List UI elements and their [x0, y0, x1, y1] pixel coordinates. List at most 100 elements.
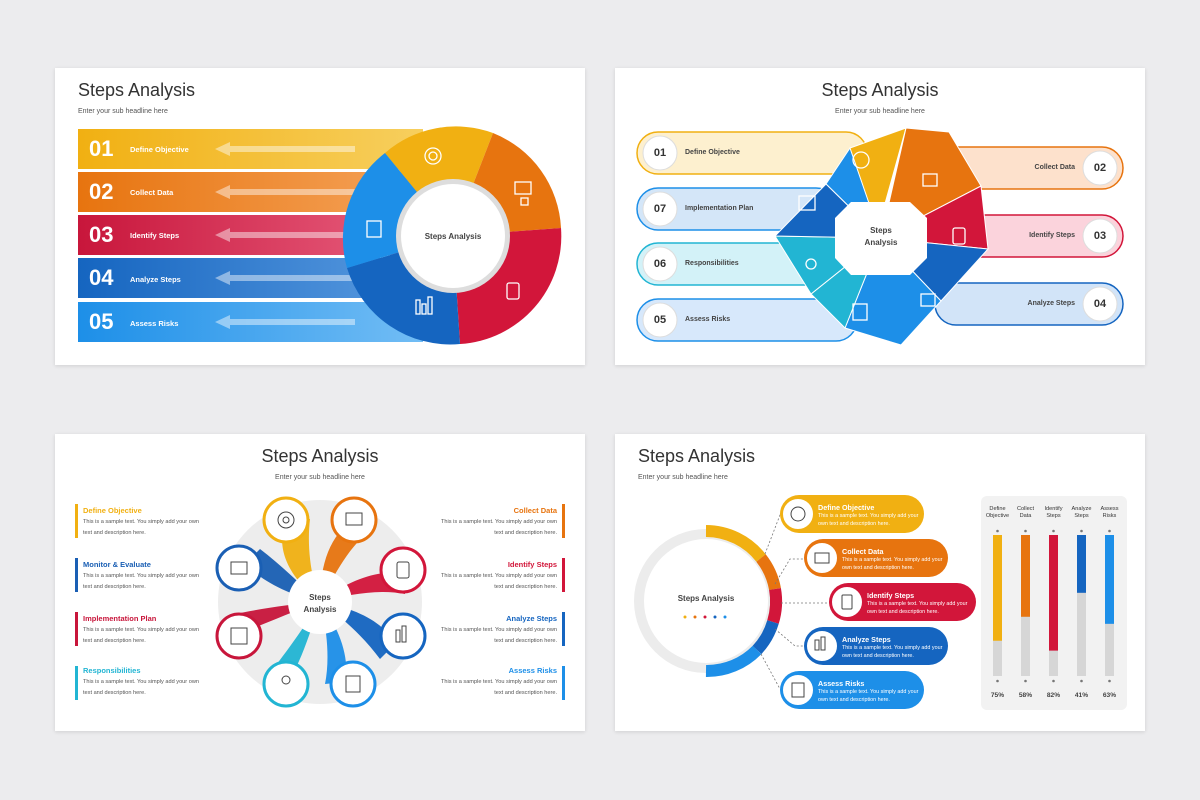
bubble-title: Assess Risks [818, 679, 865, 688]
center-label-line-2: Analysis [303, 605, 337, 614]
slide-title: Steps Analysis [821, 80, 939, 100]
slide-subtitle: Enter your sub headline here [78, 108, 168, 115]
side-item-title: Monitor & Evaluate [83, 560, 151, 569]
bar-end-dot [1052, 529, 1055, 533]
bar-category-label: Analyze Steps [1071, 506, 1092, 519]
bar-end-dot [996, 679, 999, 683]
bar [1105, 535, 1114, 624]
bar-chart-bars [993, 529, 1114, 683]
step-label: Collect Data [1034, 164, 1075, 171]
step-label: Collect Data [130, 188, 174, 197]
bubble-text: This is a sample text. You simply add yo… [867, 601, 968, 615]
center-label: Steps Analysis [424, 232, 482, 241]
swirl-diagram [75, 496, 565, 708]
side-item-text: This is a sample text. You simply add yo… [83, 519, 199, 536]
step-number: 01 [89, 136, 114, 161]
step-number: 05 [653, 314, 667, 326]
side-item-text: This is a sample text. You simply add yo… [441, 573, 557, 590]
octagon-diagram [636, 127, 1124, 346]
side-item-title: Identify Steps [507, 560, 557, 569]
step-number: 01 [653, 147, 667, 159]
side-item-text: This is a sample text. You simply add yo… [441, 627, 557, 644]
center-label: Steps Analysis [677, 594, 735, 603]
bar-end-dot [1052, 679, 1055, 683]
bar-category-label: Assess Risks [1100, 506, 1119, 519]
slide-title: Steps Analysis [261, 446, 379, 466]
step-label: Identify Steps [130, 231, 180, 240]
ring-bubbles-diagram [634, 495, 1127, 710]
step-number: 03 [1093, 230, 1107, 242]
bar-end-dot [1080, 529, 1083, 533]
bubble-text: This is a sample text. You simply add yo… [842, 645, 943, 659]
bar-end-dot [996, 529, 999, 533]
step-label: Analyze Steps [1027, 300, 1075, 307]
bar-track [1077, 535, 1086, 676]
bar [1077, 535, 1086, 593]
bubble-text: This is a sample text. You simply add yo… [842, 557, 943, 571]
bubble-title: Analyze Steps [842, 635, 891, 644]
bar-value-label: 75% [990, 692, 1005, 699]
side-item-text: This is a sample text. You simply add yo… [83, 573, 199, 590]
step-label: Analyze Steps [130, 275, 181, 284]
center-label-line-1: Steps [870, 226, 892, 235]
bar-category-label: Define Objective [985, 506, 1010, 519]
step-number: 06 [653, 258, 667, 270]
step-label: Assess Risks [685, 316, 731, 323]
step-label: Identify Steps [1029, 232, 1075, 239]
center-label-line-2: Analysis [864, 238, 898, 247]
step-number: 04 [89, 265, 114, 290]
bubble-title: Identify Steps [867, 591, 915, 600]
side-item-text: This is a sample text. You simply add yo… [441, 679, 557, 696]
steps-ring-diagram [78, 126, 562, 345]
step-label: Responsibilities [685, 260, 739, 267]
bar [1021, 535, 1030, 617]
slide-subtitle: Enter your sub headline here [275, 474, 365, 481]
step-band-1 [78, 129, 423, 169]
bar-end-dot [1024, 529, 1027, 533]
side-item-text: This is a sample text. You simply add yo… [83, 679, 199, 696]
side-item-title: Assess Risks [508, 666, 557, 675]
step-number: 02 [89, 179, 114, 204]
slide-4[interactable]: Steps Analysis Enter your sub headline h… [615, 434, 1145, 731]
step-number: 02 [1093, 162, 1107, 174]
bubble-title: Collect Data [842, 547, 884, 556]
side-item-title: Collect Data [513, 506, 557, 515]
step-label: Define Objective [130, 145, 189, 154]
bar [993, 535, 1002, 641]
step-label: Implementation Plan [685, 205, 754, 212]
bar-value-label: 82% [1046, 692, 1061, 699]
center-label-line-1: Steps [309, 593, 331, 602]
step-band-5 [78, 302, 423, 342]
bar-end-dot [1108, 529, 1111, 533]
slide-subtitle: Enter your sub headline here [638, 474, 728, 481]
bar [1049, 535, 1058, 651]
slide-1[interactable]: Steps Analysis Enter your sub headline h… [55, 68, 585, 365]
bar-category-label: Collect Data [1016, 506, 1035, 519]
slide-2[interactable]: Steps Analysis Enter your sub headline h… [615, 68, 1145, 365]
bar-value-label: 41% [1074, 692, 1089, 699]
slide-title: Steps Analysis [78, 80, 196, 100]
bar-end-dot [1024, 679, 1027, 683]
side-item-text: This is a sample text. You simply add yo… [83, 627, 199, 644]
step-number: 04 [1093, 298, 1107, 310]
side-item-title: Define Objective [83, 506, 142, 515]
bar-category-label: Identify Steps [1044, 506, 1063, 519]
bar-end-dot [1080, 679, 1083, 683]
bubble-text: This is a sample text. You simply add yo… [818, 689, 919, 703]
step-number: 07 [653, 203, 667, 215]
bubble-text: This is a sample text. You simply add yo… [818, 513, 919, 527]
step-label: Define Objective [685, 149, 740, 156]
bar-end-dot [1108, 679, 1111, 683]
bar-value-label: 63% [1102, 692, 1117, 699]
step-number: 05 [89, 309, 114, 334]
side-item-title: Analyze Steps [506, 614, 557, 623]
slide-title: Steps Analysis [638, 446, 756, 466]
bar-value-label: 58% [1018, 692, 1033, 699]
side-item-title: Implementation Plan [83, 614, 157, 623]
slide-subtitle: Enter your sub headline here [835, 108, 925, 115]
step-number: 03 [89, 222, 114, 247]
step-label: Assess Risks [130, 319, 179, 328]
bubble-title: Define Objective [818, 503, 875, 512]
side-item-text: This is a sample text. You simply add yo… [441, 519, 557, 536]
slide-3[interactable]: Steps Analysis Enter your sub headline h… [55, 434, 585, 731]
